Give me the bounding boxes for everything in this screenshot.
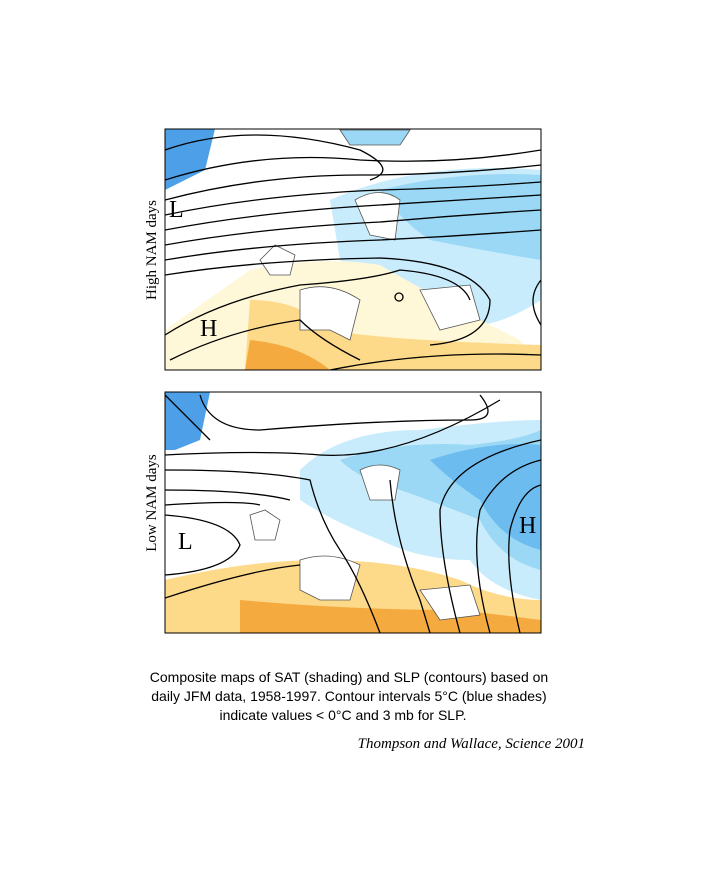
caption-line: indicate values < 0°C and 3 mb for SLP. [220, 707, 467, 723]
map-high: L H [165, 129, 541, 370]
caption-line: daily JFM data, 1958-1997. Contour inter… [151, 688, 546, 704]
panel-label: Low NAM days [144, 454, 160, 552]
citation: Thompson and Wallace, Science 2001 [358, 736, 585, 752]
pressure-marker: H [200, 316, 217, 342]
pressure-marker: H [519, 513, 536, 539]
pressure-marker: L [169, 197, 184, 223]
map-frame [164, 128, 542, 371]
map-low: L H [165, 392, 541, 633]
caption-line: Composite maps of SAT (shading) and SLP … [150, 669, 548, 685]
pressure-marker: L [178, 529, 193, 555]
panel-label: High NAM days [144, 200, 160, 300]
map-frame [164, 391, 542, 634]
